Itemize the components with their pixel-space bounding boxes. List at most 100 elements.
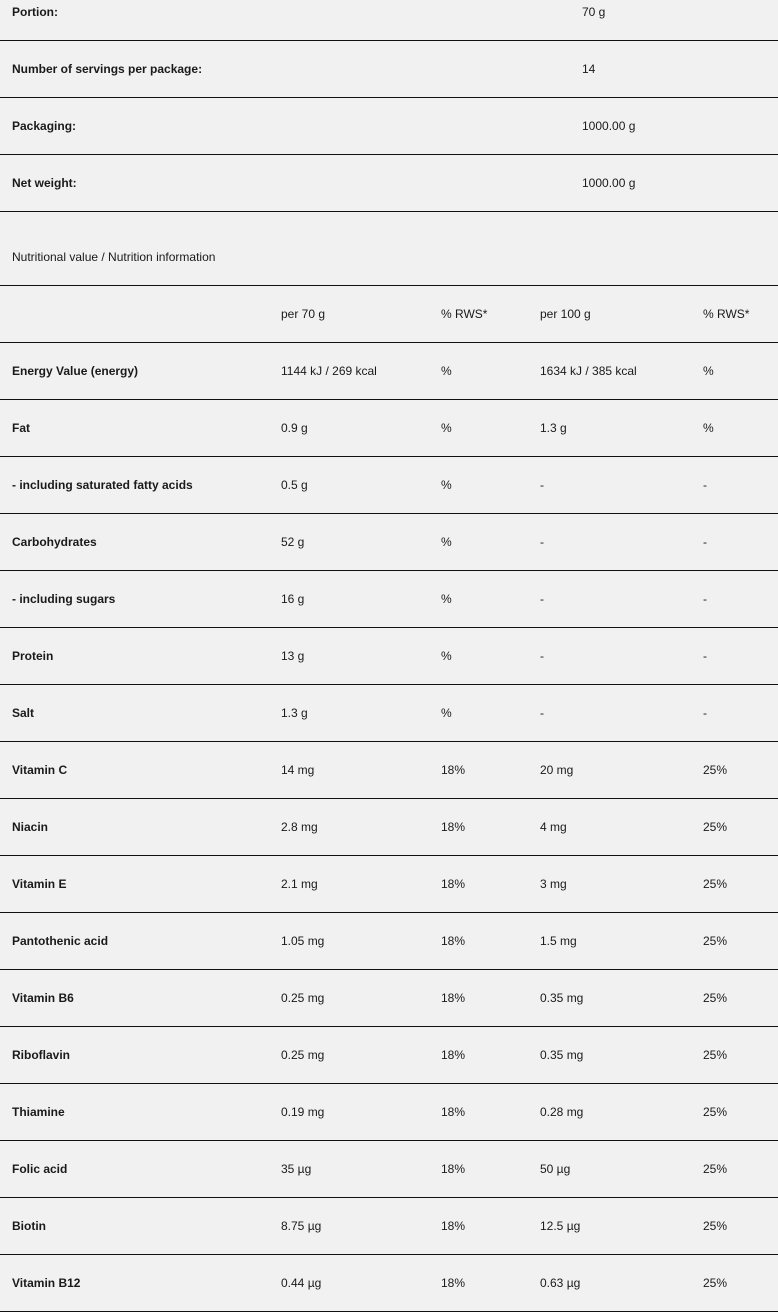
per-100g-value: 0.63 µg [540, 1276, 581, 1290]
per-portion-value: 0.19 mg [281, 1105, 325, 1119]
nutrient-name: Salt [12, 706, 35, 720]
nutrient-name: Pantothenic acid [12, 934, 109, 948]
nutrition-row: Protein 13 g% - - [0, 628, 778, 685]
per-100g-value: 12.5 µg [540, 1219, 581, 1233]
nutrient-name: Protein [12, 649, 54, 663]
per-100g-value: 0.28 mg [540, 1105, 584, 1119]
nutrition-row: Folic acid 35 µg 18% 50 µg 25% [0, 1141, 778, 1198]
per-portion-value: 13 g [281, 649, 305, 663]
rws-100g-value: 25% [703, 1162, 728, 1176]
rws-portion-value: % [441, 421, 452, 435]
rws-portion-value: 18% [441, 877, 466, 891]
per-portion-value: 1.05 mg [281, 934, 325, 948]
nutrient-name: - including sugars [12, 592, 116, 606]
rws-100g-value: % [703, 421, 714, 435]
per-100g-value: - [540, 649, 544, 663]
per-100g-value: 20 mg [540, 763, 574, 777]
info-label: Number of servings per package: [12, 62, 203, 76]
nutrition-row: Thiamine 0.19 mg 18% 0.28 mg 25% [0, 1084, 778, 1141]
per-portion-value: 0.44 µg [281, 1276, 322, 1290]
info-value: 14 [582, 62, 596, 76]
per-portion-value: 1144 kJ / 269 kcal [281, 364, 377, 378]
per-100g-value: - [540, 478, 544, 492]
rws-100g-value: - [703, 478, 707, 492]
nutrition-row: Salt 1.3 g% - - [0, 685, 778, 742]
per-100g-value: - [540, 592, 544, 606]
nutrition-row: - including saturated fatty acids 0.5 g% -… [0, 457, 778, 514]
nutrient-name: - including saturated fatty acids [12, 478, 193, 492]
rws-portion-value: % [441, 649, 452, 663]
nutrient-name: Carbohydrates [12, 535, 97, 549]
nutrient-name: Folic acid [12, 1162, 68, 1176]
nutrition-row: Biotin 8.75 µg 18% 12.5 µg 25% [0, 1198, 778, 1255]
nutrient-name: Riboflavin [12, 1048, 71, 1062]
nutrient-name: Thiamine [12, 1105, 65, 1119]
rws-100g-value: 25% [703, 991, 728, 1005]
nutrient-name: Fat [12, 421, 30, 435]
rws-portion-value: % [441, 478, 452, 492]
rws-100g-value: 25% [703, 1219, 728, 1233]
nutrition-section-header: Nutritional value / Nutrition informatio… [0, 212, 778, 286]
rws-100g-value: 25% [703, 820, 728, 834]
per-100g-value: 0.35 mg [540, 1048, 584, 1062]
nutrition-table: per 70 g % RWS* per 100 g % RWS* Energy … [0, 286, 778, 1312]
nutrition-row: Vitamin B6 0.25 mg 18% 0.35 mg 25% [0, 970, 778, 1027]
per-100g-value: 0.35 mg [540, 991, 584, 1005]
per-portion-value: 35 µg [281, 1162, 312, 1176]
rws-100g-value: 25% [703, 877, 728, 891]
column-header-per-portion: per 70 g [281, 307, 326, 321]
column-header-rws-100g: % RWS* [703, 307, 750, 321]
per-portion-value: 52 g [281, 535, 305, 549]
rws-100g-value: - [703, 592, 707, 606]
rws-portion-value: 18% [441, 1276, 466, 1290]
per-portion-value: 1.3 g [281, 706, 308, 720]
rws-100g-value: 25% [703, 1048, 728, 1062]
info-value: 1000.00 g [582, 176, 636, 190]
rws-portion-value: 18% [441, 1105, 466, 1119]
nutrition-header-row: per 70 g % RWS* per 100 g % RWS* [0, 286, 778, 343]
info-label: Net weight: [12, 176, 77, 190]
per-portion-value: 0.25 mg [281, 991, 325, 1005]
per-portion-value: 0.9 g [281, 421, 308, 435]
nutrient-name: Vitamin C [12, 763, 68, 777]
nutrient-name: Biotin [12, 1219, 46, 1233]
info-row: Number of servings per package: 14 [0, 41, 778, 98]
rws-100g-value: - [703, 706, 707, 720]
per-100g-value: 1634 kJ / 385 kcal [540, 364, 637, 378]
rws-portion-value: % [441, 364, 452, 378]
product-info-table: Portion: 70 g Number of servings per packa… [0, 0, 778, 212]
per-100g-value: - [540, 706, 544, 720]
rws-portion-value: 18% [441, 1048, 466, 1062]
per-100g-value: 4 mg [540, 820, 567, 834]
per-portion-value: 14 mg [281, 763, 315, 777]
info-row: Net weight: 1000.00 g [0, 155, 778, 212]
rws-portion-value: 18% [441, 1162, 466, 1176]
info-row: Portion: 70 g [0, 0, 778, 41]
nutrient-name: Vitamin B12 [12, 1276, 81, 1290]
per-portion-value: 0.5 g [281, 478, 308, 492]
nutrient-name: Energy Value (energy) [12, 364, 139, 378]
nutrition-row: Vitamin B12 0.44 µg 18% 0.63 µg 25% [0, 1255, 778, 1312]
rws-100g-value: - [703, 535, 707, 549]
rws-100g-value: 25% [703, 1105, 728, 1119]
per-portion-value: 2.1 mg [281, 877, 318, 891]
nutrition-heading: Nutritional value / Nutrition informatio… [12, 250, 216, 264]
rws-portion-value: 18% [441, 763, 466, 777]
per-portion-value: 0.25 mg [281, 1048, 325, 1062]
column-header-rws-portion: % RWS* [441, 307, 488, 321]
info-label: Portion: [12, 5, 58, 19]
per-100g-value: 1.5 mg [540, 934, 577, 948]
nutrition-row: Riboflavin 0.25 mg 18% 0.35 mg 25% [0, 1027, 778, 1084]
rws-portion-value: % [441, 706, 452, 720]
nutrition-row: Vitamin E 2.1 mg 18% 3 mg 25% [0, 856, 778, 913]
nutrition-row: Vitamin C 14 mg 18% 20 mg 25% [0, 742, 778, 799]
info-label: Packaging: [12, 119, 77, 133]
nutrition-row: Niacin 2.8 mg 18% 4 mg 25% [0, 799, 778, 856]
nutrition-row: - including sugars 16 g% - - [0, 571, 778, 628]
rws-portion-value: 18% [441, 934, 466, 948]
nutrient-name: Niacin [12, 820, 49, 834]
per-portion-value: 2.8 mg [281, 820, 318, 834]
info-row: Packaging: 1000.00 g [0, 98, 778, 155]
nutrient-name: Vitamin E [12, 877, 67, 891]
